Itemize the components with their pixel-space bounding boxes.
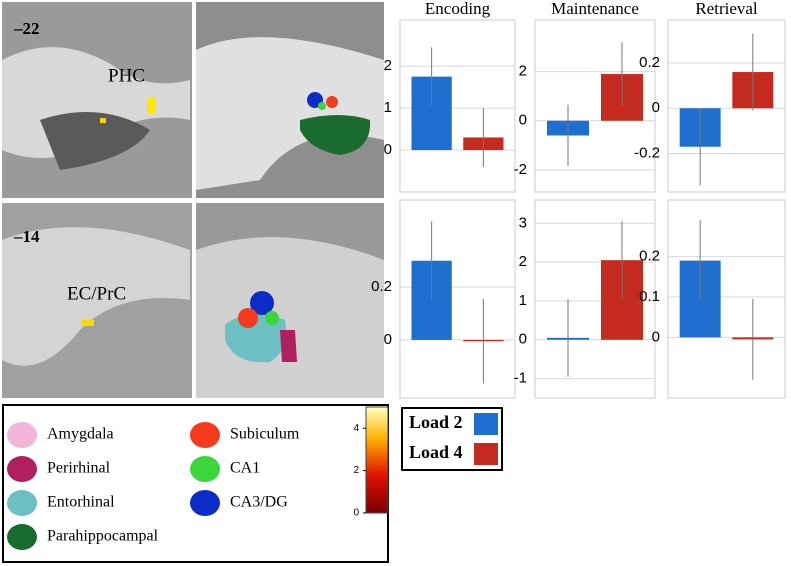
colorbar-tick-label: 2 (353, 465, 359, 476)
region-swatch (190, 456, 220, 482)
region-swatch (190, 422, 220, 448)
slice-label: –22 (13, 19, 40, 38)
region-label: CA1 (230, 460, 260, 477)
region-fill (250, 291, 274, 315)
region-label: Entorhinal (47, 494, 115, 511)
colorbar-tick-label: 4 (353, 423, 359, 434)
y-tick-label: -1 (514, 370, 527, 387)
region-fill (300, 115, 371, 155)
region-fill (265, 311, 279, 325)
region-label: CA3/DG (230, 494, 288, 511)
y-tick-label: 2 (519, 253, 527, 270)
slice-label: –14 (13, 227, 40, 246)
brain-tissue (40, 112, 150, 170)
activation (82, 320, 94, 326)
y-tick-label: 0 (384, 331, 392, 348)
region-fill (318, 102, 326, 110)
brain-tissue (196, 237, 384, 398)
region-fill (225, 313, 286, 363)
y-tick-label: 0.2 (371, 278, 392, 295)
activation (100, 118, 106, 123)
y-tick-label: 2 (519, 63, 527, 80)
y-tick-label: 0 (519, 331, 527, 348)
y-tick-label: 3 (519, 214, 527, 231)
region-swatch (7, 456, 37, 482)
chart-title: Maintenance (551, 0, 639, 18)
region-swatch (190, 490, 220, 516)
region-label: Perirhinal (47, 460, 111, 477)
region-swatch (7, 490, 37, 516)
y-tick-label: 0 (652, 99, 660, 116)
y-tick-label: -2 (514, 161, 527, 178)
y-tick-label: 1 (384, 99, 392, 116)
region-label: Parahippocampal (47, 528, 159, 545)
activation (147, 98, 156, 114)
colorbar-tick-label: 0 (353, 508, 359, 519)
brain-images (2, 2, 384, 398)
legend-label: Load 2 (409, 412, 463, 432)
region-fill (326, 96, 338, 108)
region-label: EC/PrC (67, 283, 126, 304)
colorbar (365, 406, 389, 514)
region-label: PHC (108, 65, 145, 86)
legend-swatch (474, 413, 498, 435)
chart-title: Encoding (425, 0, 491, 18)
y-tick-label: 1 (519, 292, 527, 309)
region-label: Subiculum (230, 426, 300, 443)
region-fill (280, 330, 297, 362)
region-label: Amygdala (47, 426, 114, 443)
y-tick-label: 0.1 (639, 288, 660, 305)
region-swatch (7, 524, 37, 550)
region-fill (238, 308, 258, 328)
y-tick-label: 0 (519, 112, 527, 129)
y-tick-label: 0 (652, 328, 660, 345)
brain-tissue (196, 37, 384, 191)
y-tick-label: -0.2 (634, 144, 660, 161)
y-tick-label: 0 (384, 141, 392, 158)
brain-tissue (2, 227, 190, 366)
y-tick-label: 0.2 (639, 248, 660, 265)
y-tick-label: 2 (384, 57, 392, 74)
legend-label: Load 4 (409, 442, 463, 462)
legend-swatch (474, 443, 498, 465)
load-legend-box (401, 407, 503, 471)
y-tick-label: 0.2 (639, 54, 660, 71)
region-swatch (7, 422, 37, 448)
chart-title: Retrieval (695, 0, 758, 18)
